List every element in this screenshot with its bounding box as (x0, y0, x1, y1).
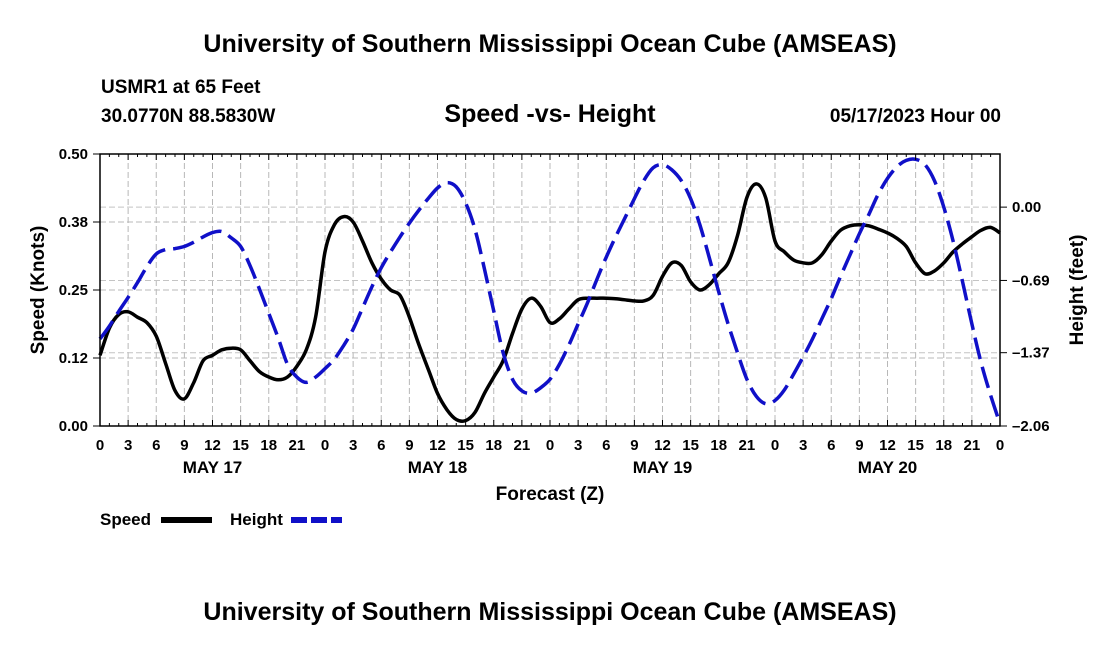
x-tick-label: 18 (485, 437, 502, 454)
y2-tick-label: –2.06 (1012, 418, 1050, 435)
x-tick-label: 21 (514, 437, 531, 454)
y2-tick-label: –0.69 (1012, 272, 1050, 289)
x-tick-label: 6 (602, 437, 610, 454)
grid (100, 154, 1000, 427)
x-tick-label: 21 (964, 437, 981, 454)
y-tick-label: 0.12 (59, 350, 88, 367)
main-title: University of Southern Mississippi Ocean… (203, 30, 897, 58)
x-tick-label: 3 (574, 437, 582, 454)
chart-subtitle: Speed -vs- Height (444, 100, 656, 128)
x-tick-label: 0 (546, 437, 554, 454)
x-axis-label: Forecast (Z) (496, 484, 605, 505)
x-tick-label: 0 (321, 437, 329, 454)
x-tick-label: 0 (996, 437, 1004, 454)
legend: Speed Height (100, 510, 342, 529)
coordinates-label: 30.0770N 88.5830W (101, 106, 276, 127)
y2-tick-label: –1.37 (1012, 345, 1050, 362)
x-tick-label: 15 (457, 437, 474, 454)
x-tick-label: 3 (124, 437, 132, 454)
axes (93, 153, 1007, 427)
x-tick-label: 3 (349, 437, 357, 454)
day-label: MAY 19 (633, 458, 693, 477)
legend-speed-label: Speed (100, 510, 151, 529)
speed-height-chart: 0 3 6 9 12 15 18 21 0 3 6 9 12 15 18 21 0 3 6 9 12 15 18 21 0 3 6 9… (28, 146, 1088, 529)
y2-axis-label: Height (feet) (1067, 235, 1088, 346)
x-tick-label: 9 (405, 437, 413, 454)
y-axis-label: Speed (Knots) (28, 226, 49, 355)
x-tick-label: 15 (682, 437, 699, 454)
day-label: MAY 17 (183, 458, 243, 477)
x-tick-label: 12 (879, 437, 896, 454)
series-layer (98, 157, 1002, 425)
x-tick-label: 9 (855, 437, 863, 454)
y-tick-label: 0.00 (59, 418, 88, 435)
x-tick-label: 12 (204, 437, 221, 454)
forecast-date: 05/17/2023 Hour 00 (829, 106, 1001, 127)
x-tick-label: 18 (935, 437, 952, 454)
series-line-height (98, 157, 1002, 425)
x-tick-label: 6 (152, 437, 160, 454)
x-tick-label: 3 (799, 437, 807, 454)
axis-labels: 0 3 6 9 12 15 18 21 0 3 6 9 12 15 18 21 0 3 6 9 12 15 18 21 0 3 6 9… (59, 146, 1050, 477)
x-tick-label: 0 (96, 437, 104, 454)
series-line-speed (98, 182, 1001, 423)
x-tick-label: 15 (232, 437, 249, 454)
x-tick-label: 21 (739, 437, 756, 454)
x-tick-label: 6 (827, 437, 835, 454)
y-tick-label: 0.38 (59, 214, 88, 231)
x-tick-label: 18 (260, 437, 277, 454)
x-tick-label: 0 (771, 437, 779, 454)
x-tick-label: 12 (654, 437, 671, 454)
legend-height-label: Height (230, 510, 283, 529)
x-tick-label: 18 (710, 437, 727, 454)
x-tick-label: 9 (630, 437, 638, 454)
y-tick-label: 0.25 (59, 282, 88, 299)
day-label: MAY 18 (408, 458, 468, 477)
y2-tick-label: 0.00 (1012, 199, 1041, 216)
x-tick-label: 9 (180, 437, 188, 454)
x-tick-label: 6 (377, 437, 385, 454)
footer-title: University of Southern Mississippi Ocean… (203, 598, 897, 626)
station-label: USMR1 at 65 Feet (101, 77, 261, 98)
x-tick-label: 15 (907, 437, 924, 454)
x-tick-label: 12 (429, 437, 446, 454)
day-label: MAY 20 (858, 458, 918, 477)
x-tick-label: 21 (289, 437, 306, 454)
y-tick-label: 0.50 (59, 146, 88, 163)
